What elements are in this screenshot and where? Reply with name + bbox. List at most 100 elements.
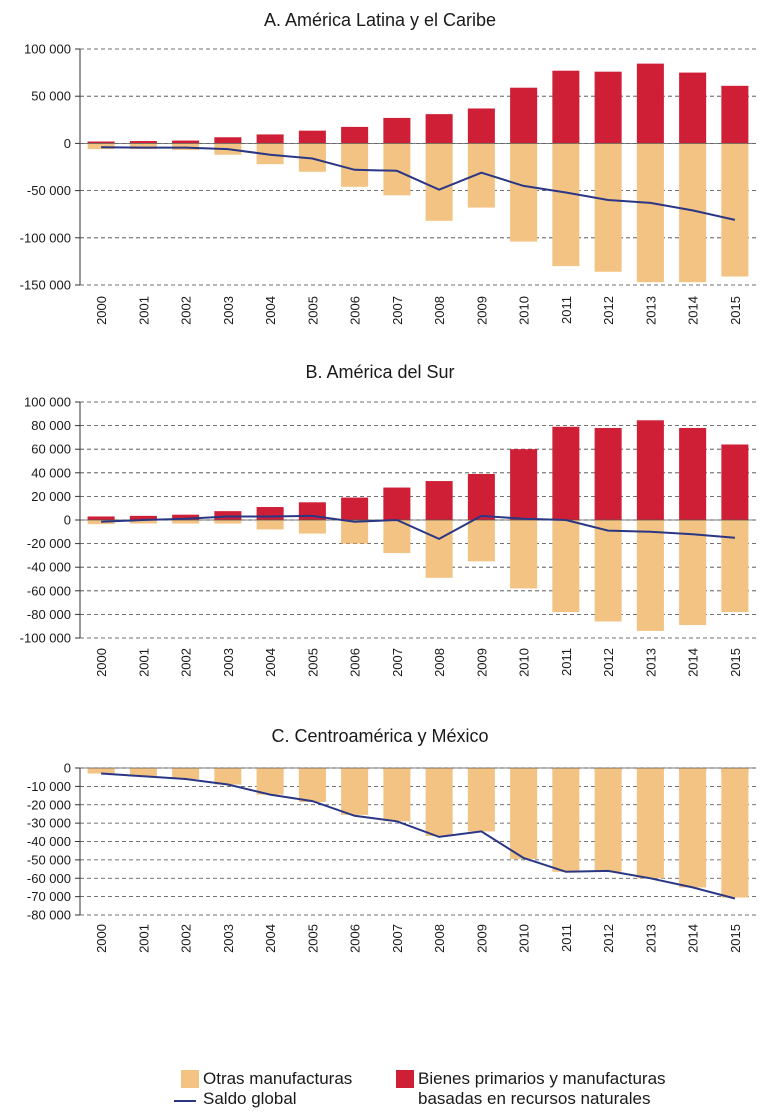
x-tick-label: 2010 bbox=[517, 648, 532, 677]
x-tick-label: 2007 bbox=[390, 648, 405, 677]
bar bbox=[383, 520, 411, 554]
x-tick-label: 2009 bbox=[474, 648, 489, 677]
x-tick-label: 2009 bbox=[474, 924, 489, 953]
bar bbox=[467, 768, 495, 832]
bar bbox=[425, 481, 453, 520]
bar bbox=[425, 520, 453, 578]
y-tick-label: 60 000 bbox=[31, 442, 71, 457]
bar bbox=[172, 514, 200, 520]
bar bbox=[214, 520, 242, 524]
bar bbox=[721, 768, 749, 898]
bar bbox=[552, 768, 580, 872]
x-tick-label: 2013 bbox=[643, 924, 658, 953]
bar bbox=[467, 108, 495, 144]
chart-title: C. Centroamérica y México bbox=[271, 726, 488, 746]
y-tick-label: -30 000 bbox=[27, 816, 71, 831]
x-tick-label: 2000 bbox=[94, 296, 109, 325]
line-series bbox=[101, 772, 736, 900]
x-tick-label: 2015 bbox=[728, 296, 743, 325]
bar bbox=[341, 497, 369, 520]
bar bbox=[552, 520, 580, 613]
bar bbox=[341, 520, 369, 544]
x-tick-label: 2000 bbox=[94, 924, 109, 953]
bar bbox=[679, 520, 707, 626]
bar bbox=[129, 143, 157, 150]
bar bbox=[467, 473, 495, 520]
x-tick-label: 2015 bbox=[728, 648, 743, 677]
bar bbox=[594, 427, 622, 520]
x-tick-label: 2003 bbox=[221, 648, 236, 677]
bar bbox=[214, 137, 242, 144]
bar bbox=[172, 768, 200, 780]
legend-swatch-saldo bbox=[174, 1100, 196, 1102]
x-tick-label: 2002 bbox=[179, 296, 194, 325]
x-tick-label: 2005 bbox=[305, 924, 320, 953]
bar bbox=[467, 520, 495, 562]
x-tick-label: 2014 bbox=[686, 648, 701, 677]
y-tick-label: -60 000 bbox=[27, 583, 71, 598]
x-tick-label: 2011 bbox=[559, 296, 574, 324]
bar bbox=[721, 143, 749, 277]
bar bbox=[87, 768, 115, 774]
x-tick-label: 2000 bbox=[94, 648, 109, 677]
y-tick-label: 80 000 bbox=[31, 418, 71, 433]
bar bbox=[721, 444, 749, 520]
x-tick-label: 2003 bbox=[221, 296, 236, 325]
bar bbox=[636, 143, 664, 283]
chart-panel-1: B. América del Sur 100 000 80 000 60 000 40 … bbox=[20, 362, 756, 677]
x-tick-label: 2007 bbox=[390, 924, 405, 953]
bar bbox=[129, 141, 157, 144]
bar bbox=[172, 520, 200, 524]
bar bbox=[341, 126, 369, 144]
x-tick-label: 2010 bbox=[517, 924, 532, 953]
y-tick-label: -60 000 bbox=[27, 871, 71, 886]
x-tick-label: 2004 bbox=[263, 648, 278, 677]
chart-title: B. América del Sur bbox=[305, 362, 454, 382]
bar bbox=[636, 420, 664, 520]
bar bbox=[256, 520, 284, 530]
legend-swatch-otras bbox=[181, 1070, 199, 1088]
bar bbox=[129, 768, 157, 777]
x-tick-label: 2004 bbox=[263, 296, 278, 325]
x-tick-label: 2003 bbox=[221, 924, 236, 953]
y-tick-label: -100 000 bbox=[20, 631, 71, 646]
bar bbox=[552, 426, 580, 520]
x-tick-label: 2011 bbox=[559, 648, 574, 676]
y-tick-label: 0 bbox=[64, 136, 71, 151]
bar bbox=[552, 70, 580, 144]
bar bbox=[383, 117, 411, 144]
bar bbox=[425, 768, 453, 836]
bar bbox=[425, 143, 453, 221]
bar bbox=[510, 520, 538, 589]
x-tick-label: 2012 bbox=[601, 924, 616, 953]
x-tick-label: 2006 bbox=[348, 296, 363, 325]
bar bbox=[383, 487, 411, 520]
bar bbox=[172, 140, 200, 144]
bar bbox=[636, 63, 664, 144]
y-tick-label: -40 000 bbox=[27, 834, 71, 849]
legend-label-bienes-line2: basadas en recursos naturales bbox=[418, 1089, 651, 1108]
x-tick-label: 2001 bbox=[136, 924, 151, 953]
x-tick-label: 2005 bbox=[305, 648, 320, 677]
y-tick-label: 0 bbox=[64, 761, 71, 776]
bar bbox=[256, 134, 284, 144]
bar bbox=[552, 143, 580, 267]
x-tick-label: 2006 bbox=[348, 648, 363, 677]
y-tick-label: -10 000 bbox=[27, 779, 71, 794]
y-tick-label: -50 000 bbox=[27, 852, 71, 867]
y-tick-label: 20 000 bbox=[31, 489, 71, 504]
bar bbox=[594, 520, 622, 622]
x-tick-label: 2014 bbox=[686, 296, 701, 325]
bar bbox=[298, 130, 326, 144]
x-tick-label: 2004 bbox=[263, 924, 278, 953]
bar bbox=[594, 71, 622, 144]
y-tick-label: -40 000 bbox=[27, 560, 71, 575]
x-tick-label: 2012 bbox=[601, 648, 616, 677]
line-series bbox=[101, 146, 736, 221]
bar bbox=[679, 72, 707, 144]
charts-canvas: A. América Latina y el Caribe 100 000 50 0… bbox=[20, 10, 756, 953]
bar bbox=[425, 114, 453, 144]
bar bbox=[341, 143, 369, 187]
x-tick-label: 2008 bbox=[432, 296, 447, 325]
chart-panel-0: A. América Latina y el Caribe 100 000 50 0… bbox=[20, 10, 756, 325]
